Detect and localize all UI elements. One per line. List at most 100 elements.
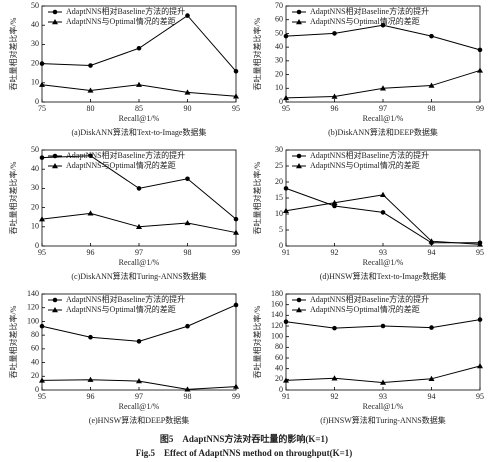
y-axis-label: 吞吐量相对差比率/%	[8, 161, 18, 234]
legend-marker	[296, 9, 302, 15]
y-tick-label: 40	[275, 42, 283, 51]
legend-marker	[296, 297, 302, 303]
x-tick-label: 99	[476, 104, 484, 113]
y-tick-label: 50	[275, 28, 283, 37]
marker	[428, 82, 435, 88]
marker	[233, 383, 239, 389]
marker	[39, 216, 45, 222]
y-tick-label: 140	[271, 310, 283, 319]
x-tick-label: 95	[282, 104, 290, 113]
x-tick-label: 91	[282, 248, 290, 257]
marker	[331, 375, 338, 381]
marker	[185, 176, 190, 182]
marker	[184, 89, 191, 95]
marker	[380, 379, 386, 385]
x-tick-label: 95	[38, 392, 46, 401]
y-tick-label: 0	[35, 97, 39, 106]
marker	[283, 207, 289, 213]
marker	[39, 155, 45, 160]
x-tick-label: 96	[87, 392, 95, 401]
legend-label: AdaptNNS与Optimal情况的差距	[310, 160, 420, 170]
y-tick-label: 10	[31, 78, 39, 87]
x-tick-label: 94	[428, 392, 436, 401]
x-axis-label: Recall@1/%	[363, 402, 404, 411]
subtitle: (b)DiskANN算法和DEEP数据集	[328, 127, 438, 137]
y-tick-label: 0	[35, 385, 39, 394]
x-tick-label: 85	[135, 104, 143, 113]
y-axis-label: 吞吐量相对差比率/%	[252, 17, 262, 90]
legend-marker	[296, 19, 302, 25]
legend-label: AdaptNNS相对Baseline方法的提升	[66, 150, 185, 160]
x-tick-label: 96	[331, 104, 339, 113]
caption-en: Fig.5 Effect of AdaptNNS method on throu…	[136, 448, 352, 458]
marker	[233, 302, 239, 308]
x-tick-label: 93	[379, 392, 387, 401]
marker	[283, 33, 289, 39]
x-tick-label: 96	[87, 248, 95, 257]
marker	[233, 216, 239, 222]
y-tick-label: 20	[31, 371, 39, 380]
y-tick-label: 20	[31, 202, 39, 211]
y-tick-label: 20	[275, 374, 283, 383]
marker	[233, 68, 239, 74]
y-tick-label: 60	[275, 353, 283, 362]
x-axis-label: Recall@1/%	[363, 114, 404, 123]
y-tick-label: 40	[275, 363, 283, 372]
x-tick-label: 92	[331, 248, 339, 257]
marker	[88, 63, 93, 68]
marker	[428, 238, 435, 244]
x-axis-label: Recall@1/%	[363, 258, 404, 267]
legend-marker	[52, 153, 58, 159]
x-tick-label: 98	[428, 104, 436, 113]
y-axis-label: 吞吐量相对差比率/%	[8, 305, 18, 378]
y-tick-label: 10	[275, 209, 283, 218]
x-tick-label: 98	[184, 248, 192, 257]
y-tick-label: 50	[31, 1, 39, 10]
legend-label: AdaptNNS相对Baseline方法的提升	[310, 150, 429, 160]
y-tick-label: 30	[275, 145, 283, 154]
y-tick-label: 20	[275, 177, 283, 186]
subtitle: (d)HNSW算法和Text-to-Image数据集	[320, 271, 447, 281]
marker	[477, 47, 483, 53]
x-tick-label: 90	[184, 104, 192, 113]
y-tick-label: 70	[275, 1, 283, 10]
marker	[136, 81, 142, 87]
y-tick-label: 10	[275, 83, 283, 92]
legend-label: AdaptNNS与Optimal情况的差距	[66, 304, 176, 314]
marker	[332, 31, 337, 36]
marker	[283, 377, 289, 383]
y-tick-label: 20	[31, 58, 39, 67]
y-tick-label: 30	[31, 183, 39, 192]
x-tick-label: 95	[38, 248, 46, 257]
x-axis-label: Recall@1/%	[119, 402, 160, 411]
y-axis-label: 吞吐量相对差比率/%	[252, 161, 262, 234]
x-tick-label: 94	[428, 248, 436, 257]
legend-label: AdaptNNS相对Baseline方法的提升	[66, 6, 185, 16]
legend-marker	[296, 307, 302, 313]
marker	[184, 219, 191, 226]
y-tick-label: 100	[271, 331, 283, 340]
x-tick-label: 97	[135, 392, 143, 401]
legend-label: AdaptNNS与Optimal情况的差距	[310, 304, 420, 314]
y-tick-label: 160	[271, 299, 283, 308]
marker	[39, 61, 45, 66]
marker	[233, 229, 239, 235]
y-tick-label: 25	[275, 161, 283, 170]
x-tick-label: 93	[379, 248, 387, 257]
legend-marker	[52, 163, 58, 169]
series-line	[285, 24, 481, 51]
legend-label: AdaptNNS相对Baseline方法的提升	[310, 6, 429, 16]
y-tick-label: 30	[275, 56, 283, 65]
marker	[477, 317, 483, 322]
marker	[380, 210, 386, 215]
marker	[88, 334, 93, 340]
x-tick-label: 95	[232, 104, 240, 113]
legend-marker	[52, 297, 58, 303]
marker	[136, 186, 142, 191]
marker	[477, 363, 483, 369]
y-tick-label: 60	[31, 344, 39, 353]
marker	[477, 241, 483, 247]
marker	[380, 22, 386, 28]
marker	[87, 87, 94, 93]
marker	[283, 186, 289, 191]
